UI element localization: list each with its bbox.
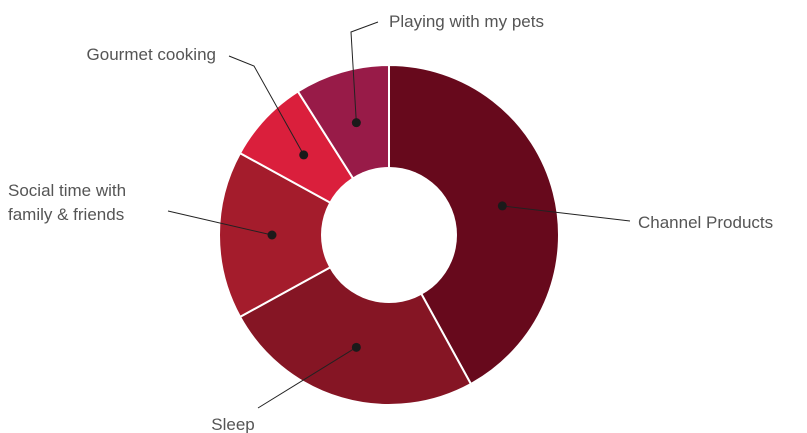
leader-line-gourmet-cooking	[228, 55, 305, 156]
leader-dot-playing-with-my-pets	[351, 118, 361, 128]
leader-line-social-time-with-family-and-friends	[167, 210, 273, 236]
slice-label-social-time-with-family-and-friends: Social time with family & friends	[8, 181, 126, 224]
slice-social-time-with-family-and-friends	[218, 151, 392, 319]
slice-label-playing-with-my-pets: Playing with my pets	[389, 12, 544, 31]
leader-line-playing-with-my-pets	[350, 21, 379, 123]
leader-dot-sleep	[351, 342, 361, 352]
slice-channel-products	[388, 63, 560, 386]
slice-label-line: Channel Products	[638, 213, 773, 232]
slice-sleep	[238, 233, 473, 406]
slice-labels: Channel Products Sleep Social time with fam…	[8, 12, 773, 433]
donut-hole	[321, 167, 457, 303]
slice-label-line: family & friends	[8, 205, 124, 224]
slice-label-line: Social time with	[8, 181, 126, 200]
slice-label-channel-products: Channel Products	[638, 213, 773, 232]
leader-line-channel-products	[502, 205, 631, 222]
slice-label-line: Gourmet cooking	[87, 45, 216, 64]
slice-label-line: Playing with my pets	[389, 12, 544, 31]
slice-label-gourmet-cooking: Gourmet cooking	[87, 45, 216, 64]
label-leaders	[167, 21, 631, 409]
leader-dot-social-time-with-family-and-friends	[267, 230, 277, 240]
leader-dot-channel-products	[497, 201, 507, 211]
slice-label-line: Sleep	[211, 415, 254, 433]
leader-dot-gourmet-cooking	[299, 150, 309, 160]
slice-label-sleep: Sleep	[211, 415, 254, 433]
leader-line-sleep	[257, 346, 357, 409]
